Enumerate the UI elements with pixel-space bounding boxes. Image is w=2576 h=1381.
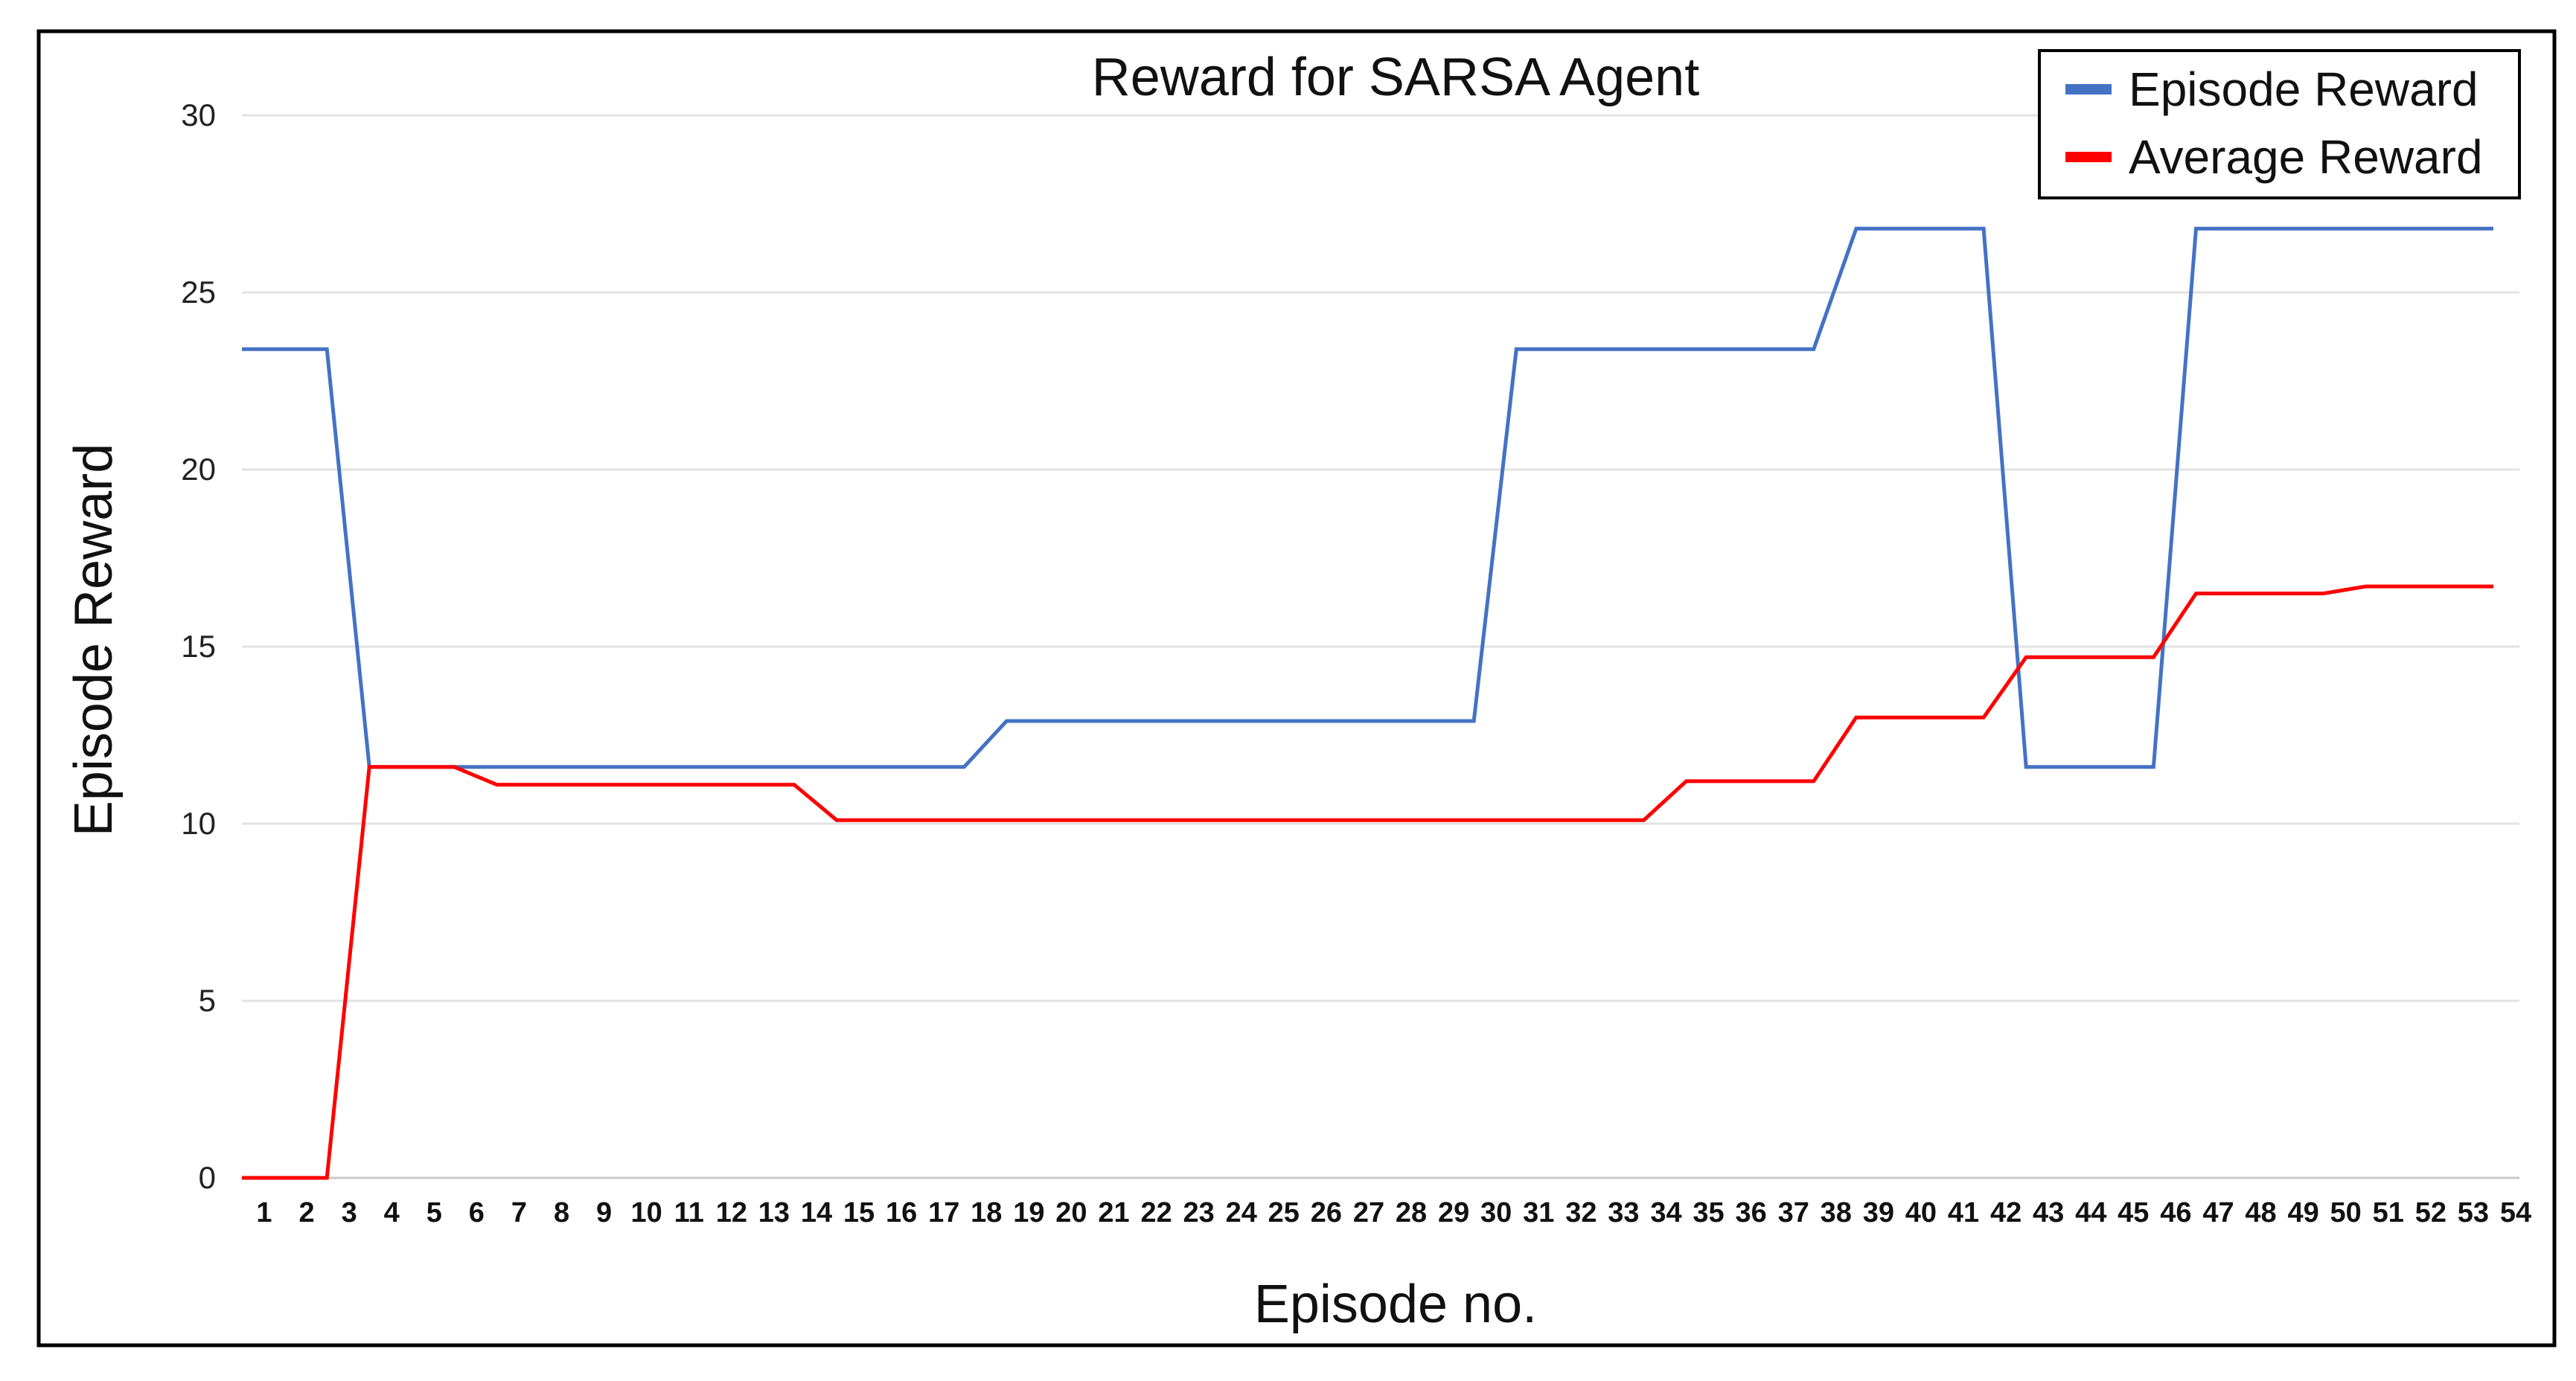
y-tick-label-20: 20	[181, 452, 216, 487]
y-tick-label-25: 25	[181, 275, 216, 310]
x-tick-label-29: 29	[1438, 1197, 1469, 1228]
x-tick-label-17: 17	[928, 1197, 959, 1228]
series-line-average-reward	[242, 584, 2493, 1180]
x-tick-label-44: 44	[2075, 1197, 2106, 1228]
legend-label-average-reward: Average Reward	[2129, 130, 2483, 184]
x-tick-label-52: 52	[2415, 1197, 2446, 1228]
x-tick-label-20: 20	[1055, 1197, 1087, 1228]
x-tick-label-27: 27	[1353, 1197, 1384, 1228]
x-tick-label-53: 53	[2458, 1197, 2489, 1228]
gridlines	[242, 114, 2519, 1179]
x-tick-label-15: 15	[843, 1197, 875, 1228]
x-tick-label-38: 38	[1821, 1197, 1852, 1228]
y-tick-label-15: 15	[181, 629, 216, 664]
x-tick-label-32: 32	[1565, 1197, 1597, 1228]
x-tick-label-12: 12	[716, 1197, 747, 1228]
x-tick-label-41: 41	[1948, 1197, 1979, 1228]
x-tick-label-47: 47	[2202, 1197, 2234, 1228]
x-tick-label-13: 13	[758, 1197, 790, 1228]
x-tick-label-7: 7	[511, 1197, 527, 1228]
x-tick-label-36: 36	[1736, 1197, 1767, 1228]
x-tick-label-22: 22	[1140, 1197, 1172, 1228]
legend-swatch-episode-reward	[2065, 84, 2112, 94]
x-tick-label-21: 21	[1098, 1197, 1129, 1228]
x-tick-label-48: 48	[2245, 1197, 2276, 1228]
x-tick-label-37: 37	[1778, 1197, 1809, 1228]
x-tick-label-28: 28	[1396, 1197, 1427, 1228]
x-tick-label-39: 39	[1863, 1197, 1894, 1228]
x-tick-label-4: 4	[384, 1197, 400, 1228]
x-tick-label-30: 30	[1480, 1197, 1512, 1228]
y-tick-label-10: 10	[181, 806, 216, 841]
x-tick-label-19: 19	[1013, 1197, 1044, 1228]
y-tick-label-0: 0	[199, 1160, 216, 1195]
legend-label-episode-reward: Episode Reward	[2129, 63, 2478, 116]
x-axis-label: Episode no.	[1254, 1275, 1537, 1334]
x-tick-label-5: 5	[426, 1197, 442, 1228]
x-tick-label-10: 10	[631, 1197, 662, 1228]
x-tick-label-9: 9	[596, 1197, 612, 1228]
x-tick-label-24: 24	[1226, 1197, 1257, 1228]
y-tick-label-5: 5	[199, 983, 216, 1018]
x-tick-label-49: 49	[2287, 1197, 2318, 1228]
x-tick-labels: 1 2 3 4 5 6 7 8 9 10 11 12 13 14 15 16 17 18 19 20 21 22 23 24 2…	[256, 1197, 2531, 1228]
x-tick-label-8: 8	[554, 1197, 569, 1228]
x-tick-label-26: 26	[1311, 1197, 1342, 1228]
legend: Episode Reward Average Reward	[2038, 49, 2521, 199]
x-tick-label-14: 14	[801, 1197, 832, 1228]
x-tick-label-46: 46	[2160, 1197, 2191, 1228]
x-tick-label-31: 31	[1523, 1197, 1554, 1228]
x-tick-label-50: 50	[2330, 1197, 2362, 1228]
y-tick-label-30: 30	[181, 97, 216, 132]
x-tick-label-35: 35	[1693, 1197, 1724, 1228]
x-tick-label-40: 40	[1905, 1197, 1937, 1228]
x-tick-label-16: 16	[886, 1197, 917, 1228]
x-tick-label-3: 3	[342, 1197, 357, 1228]
x-tick-label-18: 18	[971, 1197, 1002, 1228]
x-tick-label-45: 45	[2118, 1197, 2149, 1228]
x-tick-label-54: 54	[2500, 1197, 2531, 1228]
y-axis-label: Episode Reward	[64, 443, 124, 836]
x-tick-label-11: 11	[674, 1197, 704, 1228]
chart-title: Reward for SARSA Agent	[1092, 48, 1699, 107]
y-tick-labels: 0 5 10 15 20 25 30	[181, 97, 216, 1195]
x-tick-label-6: 6	[469, 1197, 485, 1228]
x-tick-label-34: 34	[1650, 1197, 1681, 1228]
series-lines	[242, 226, 2493, 1180]
x-tick-label-42: 42	[1990, 1197, 2022, 1228]
series-line-episode-reward	[242, 226, 2493, 769]
x-tick-label-2: 2	[299, 1197, 315, 1228]
x-tick-label-43: 43	[2033, 1197, 2064, 1228]
chart-frame	[36, 29, 2557, 1348]
legend-swatch-average-reward	[2065, 152, 2112, 162]
x-tick-label-33: 33	[1608, 1197, 1639, 1228]
x-tick-label-1: 1	[256, 1197, 272, 1228]
legend-box	[2038, 49, 2521, 199]
x-tick-label-25: 25	[1268, 1197, 1300, 1228]
x-tick-label-51: 51	[2373, 1197, 2404, 1228]
x-tick-label-23: 23	[1183, 1197, 1215, 1228]
